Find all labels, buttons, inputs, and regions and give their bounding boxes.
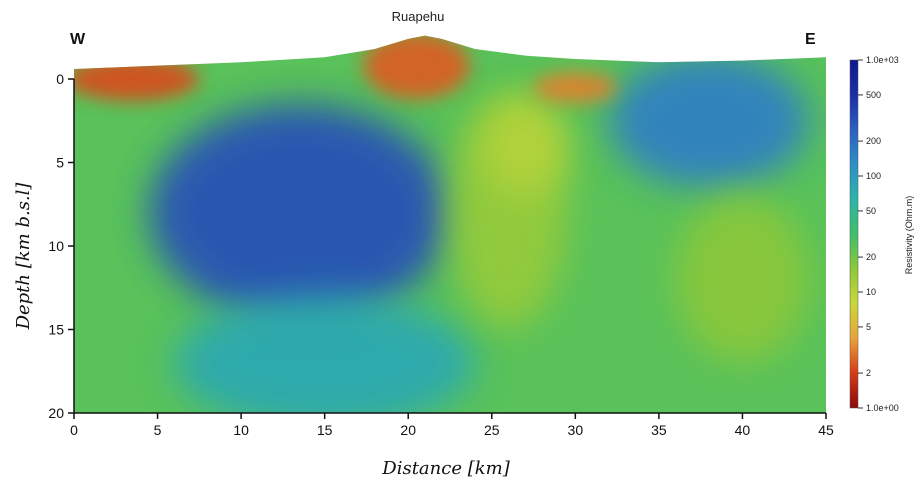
colorbar-tick-label: 1.0e+03 <box>866 55 899 65</box>
colorbar-tick-label: 10 <box>866 287 876 297</box>
resistivity-anomaly-7 <box>363 35 471 100</box>
resistivity-anomaly-2 <box>174 296 476 413</box>
y-tick-label: 10 <box>48 238 64 254</box>
x-tick-label: 10 <box>233 422 249 438</box>
x-tick-label: 35 <box>651 422 667 438</box>
colorbar-tick-label: 5 <box>866 322 871 332</box>
resistivity-anomaly-1 <box>608 53 810 188</box>
y-axis-label: Depth [km b.s.l] <box>13 182 34 331</box>
colorbar-label: Resistivity (Ohm.m) <box>904 196 914 275</box>
x-tick-label: 40 <box>735 422 751 438</box>
colorbar-tick-label: 20 <box>866 252 876 262</box>
y-tick-label: 20 <box>48 405 64 421</box>
resistivity-anomaly-5 <box>675 195 810 363</box>
chart-title: Ruapehu <box>392 9 445 24</box>
colorbar-tick-label: 2 <box>866 368 871 378</box>
resistivity-anomaly-0 <box>149 104 450 322</box>
colorbar-tick-label: 200 <box>866 136 881 146</box>
colorbar: 1.0e+03 500 200 100 50 20 10 5 2 1.0e+00 Resistiv… <box>849 55 914 413</box>
y-tick-label: 5 <box>56 155 64 171</box>
corner-label-west: W <box>70 31 86 48</box>
x-tick-label: 0 <box>70 422 78 438</box>
colorbar-tick-label: 1.0e+00 <box>866 403 899 413</box>
axes: 0 5 10 15 20 25 30 35 40 45 0 5 10 15 20 <box>48 71 834 438</box>
x-tick-label: 45 <box>818 422 834 438</box>
resistivity-model <box>74 35 826 413</box>
y-tick-label: 0 <box>56 71 64 87</box>
resistivity-anomaly-4 <box>483 95 567 196</box>
resistivity-anomaly-8 <box>533 72 618 103</box>
colorbar-gradient <box>849 59 859 409</box>
y-tick-label: 15 <box>48 322 64 338</box>
colorbar-tick-label: 50 <box>866 206 876 216</box>
colorbar-tick-label: 500 <box>866 90 881 100</box>
corner-label-east: E <box>805 31 816 48</box>
resistivity-anomaly-6 <box>74 57 200 101</box>
x-tick-label: 15 <box>317 422 333 438</box>
colorbar-tick-label: 100 <box>866 171 881 181</box>
x-tick-label: 25 <box>484 422 500 438</box>
x-tick-label: 5 <box>154 422 162 438</box>
x-tick-label: 20 <box>400 422 416 438</box>
x-axis-label: Distance [km] <box>381 458 510 479</box>
x-tick-label: 30 <box>568 422 584 438</box>
